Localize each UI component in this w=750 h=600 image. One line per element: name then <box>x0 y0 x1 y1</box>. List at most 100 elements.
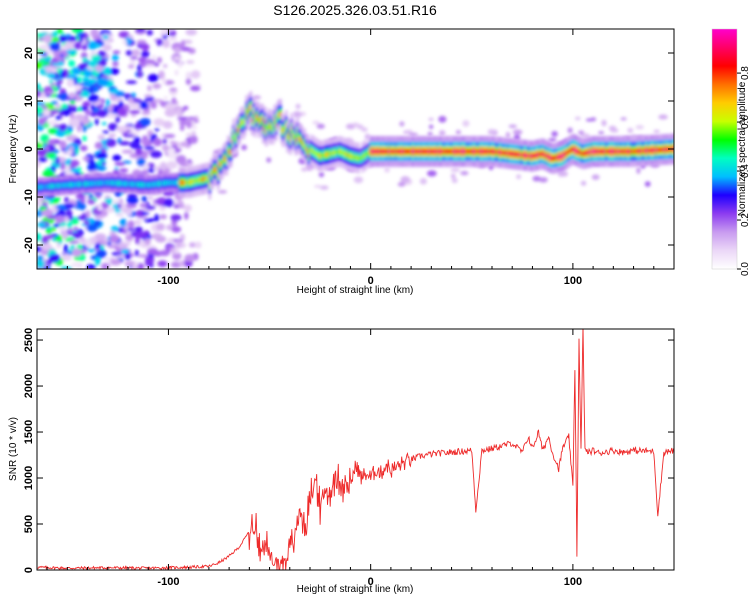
ridge-cell <box>207 175 210 181</box>
noise-cell <box>184 211 189 220</box>
noise-cell <box>161 144 170 152</box>
ridge-cell <box>129 181 132 187</box>
noise-cell <box>66 149 73 155</box>
noise-cell <box>96 109 109 118</box>
noise-cell <box>101 122 107 126</box>
noise-cell <box>90 29 99 38</box>
ridge-cell <box>253 119 257 125</box>
ridge-cell <box>238 126 241 132</box>
ridge-cell <box>225 157 229 163</box>
ridge-cell <box>205 175 209 181</box>
noise-cell <box>426 170 437 177</box>
ridge-cell <box>188 179 192 185</box>
ridge-cell <box>638 148 642 154</box>
ridge-cell <box>604 149 608 154</box>
noise-cell <box>97 50 107 58</box>
ridge-cell <box>320 153 323 159</box>
ridge-cell <box>277 112 281 118</box>
noise-cell <box>318 172 325 178</box>
noise-cell <box>105 68 111 76</box>
ridge-cell <box>280 126 284 132</box>
noise-cell <box>123 134 135 138</box>
ridge-cell <box>40 184 43 190</box>
ridge-cell <box>71 182 74 188</box>
ridge-cell <box>374 149 377 154</box>
noise-cell <box>428 124 434 130</box>
ridge-cell <box>569 148 573 153</box>
colorbar-tick-label: 0.6 <box>740 115 750 129</box>
ridge-cell <box>426 149 430 154</box>
noise-cell <box>83 69 93 78</box>
ridge-cell <box>297 136 301 141</box>
noise-cell <box>135 209 147 218</box>
ridge-cell <box>185 180 189 185</box>
noise-cell <box>125 202 137 209</box>
ridge-cell <box>447 149 451 154</box>
ridge-cell <box>476 149 479 154</box>
ridge-cell <box>546 153 550 159</box>
ridge-cell <box>563 152 567 158</box>
ridge-cell <box>272 126 275 132</box>
ridge-cell <box>650 147 653 153</box>
ridge-cell <box>323 152 326 158</box>
ridge-cell <box>144 182 148 188</box>
noise-cell <box>71 218 79 225</box>
ridge-cell <box>100 180 104 186</box>
ridge-cell <box>657 147 660 153</box>
noise-cell <box>97 77 109 87</box>
noise-cell <box>150 101 157 110</box>
ridge-cell <box>416 149 420 154</box>
ridge-cell <box>647 148 650 153</box>
ridge-cell <box>62 182 66 188</box>
ridge-cell <box>236 128 240 134</box>
ridge-cell <box>534 153 537 158</box>
ridge-cell <box>590 149 594 155</box>
noise-cell <box>158 70 165 80</box>
noise-cell <box>105 140 117 148</box>
ridge-cell <box>439 149 442 154</box>
ridge-cell <box>195 178 199 184</box>
noise-cell <box>134 249 139 257</box>
ridge-cell <box>556 154 560 160</box>
noise-cell <box>67 220 72 230</box>
ridge-cell <box>376 149 380 154</box>
ridge-cell <box>405 149 408 154</box>
ridge-cell <box>470 149 473 154</box>
noise-cell <box>88 122 93 127</box>
noise-cell <box>116 125 128 133</box>
noise-cell <box>119 218 127 227</box>
ridge-cell <box>127 181 131 187</box>
ridge-cell <box>224 155 227 160</box>
noise-cell <box>126 37 132 46</box>
ridge-cell <box>98 180 101 186</box>
noise-cell <box>164 108 177 117</box>
noise-cell <box>153 232 162 236</box>
ridge-cell <box>614 149 618 154</box>
noise-cell <box>76 215 88 221</box>
ridge-cell <box>208 181 212 187</box>
noise-cell <box>147 247 159 255</box>
ridge-cell <box>388 149 391 154</box>
ridge-cell <box>122 181 125 186</box>
noise-cell <box>428 117 434 122</box>
ridge-cell <box>211 171 214 177</box>
noise-cell <box>184 254 196 262</box>
ridge-cell <box>444 149 448 154</box>
ridge-cell <box>163 180 166 186</box>
ridge-cell <box>488 149 492 154</box>
ridge-cell <box>449 149 452 154</box>
noise-cell <box>146 58 151 66</box>
noise-cell <box>156 38 163 47</box>
ridge-cell <box>342 150 346 156</box>
noise-cell <box>110 93 116 101</box>
ridge-cell <box>52 183 56 189</box>
ridge-cell <box>66 182 70 188</box>
ridge-cell <box>49 183 53 189</box>
ridge-cell <box>99 180 103 186</box>
ridge-cell <box>149 182 152 188</box>
ridge-cell <box>45 184 49 190</box>
noise-cell <box>118 31 130 38</box>
ridge-cell <box>153 181 156 187</box>
ridge-cell <box>399 149 403 154</box>
